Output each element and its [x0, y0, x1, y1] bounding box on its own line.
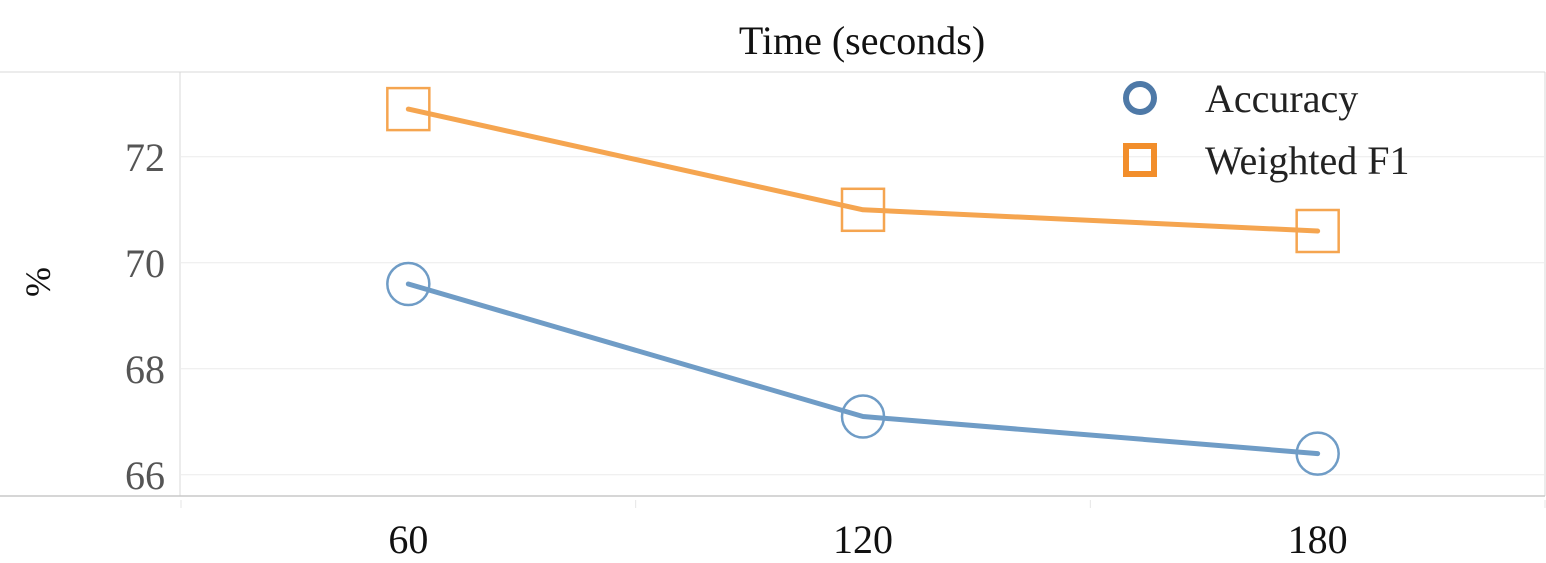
x-axis-ticks: 60 120 180	[180, 500, 1546, 562]
legend-square-marker	[1123, 143, 1157, 177]
x-tick-label: 120	[833, 517, 893, 562]
series-line	[405, 281, 1321, 457]
y-axis-ticks: 66 68 70 72	[125, 135, 165, 498]
data-point-square	[1295, 208, 1340, 254]
series-group	[386, 86, 1340, 476]
y-tick-label: 66	[125, 453, 165, 498]
gridlines	[180, 156, 1545, 476]
series-accuracy	[386, 261, 1340, 476]
data-point-circle	[840, 394, 886, 439]
data-point-square	[386, 86, 431, 132]
data-point-circle	[1295, 431, 1340, 476]
legend-label: Accuracy	[1205, 76, 1358, 121]
legend-circle-marker	[1123, 81, 1157, 115]
chart-title: Time (seconds)	[739, 18, 985, 63]
x-tick-label: 60	[388, 517, 428, 562]
legend: Accuracy Weighted F1	[1123, 76, 1410, 183]
y-axis-label: %	[18, 267, 58, 297]
data-point-circle	[386, 261, 431, 307]
series-weighted-f1	[386, 86, 1340, 254]
legend-label: Weighted F1	[1205, 138, 1410, 183]
y-tick-label: 72	[125, 135, 165, 180]
series-line	[405, 106, 1321, 234]
y-tick-label: 70	[125, 241, 165, 286]
x-tick-label: 180	[1288, 517, 1348, 562]
y-tick-label: 68	[125, 347, 165, 392]
plot-area	[0, 71, 1546, 497]
data-point-square	[840, 187, 886, 233]
